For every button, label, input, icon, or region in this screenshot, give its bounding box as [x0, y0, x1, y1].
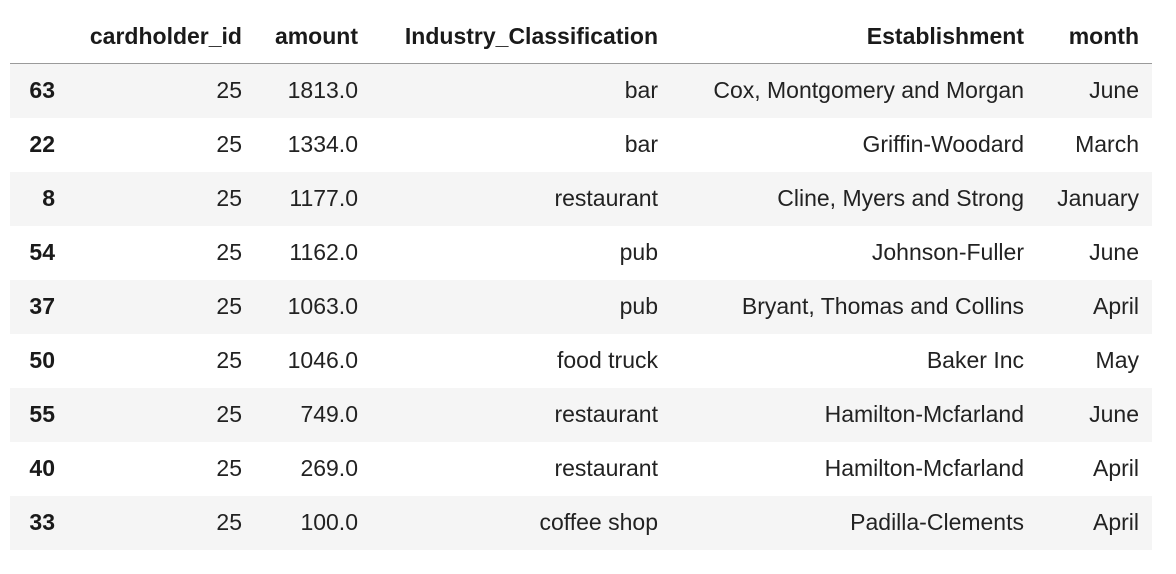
cell-cardholder-id: 25	[216, 77, 242, 104]
cell-month: June	[1089, 401, 1139, 427]
cell-month: June	[1089, 239, 1139, 265]
cell-industry: coffee shop	[539, 509, 658, 535]
cell-establishment: Baker Inc	[926, 347, 1024, 373]
header-row: cardholder_id amount Industry_Classifica…	[10, 9, 1152, 64]
cell-establishment: Cline, Myers and Strong	[777, 185, 1024, 211]
cell-establishment: Griffin-Woodard	[862, 131, 1025, 157]
column-header-month: month	[1037, 9, 1152, 64]
cell-industry: pub	[619, 239, 658, 265]
table-row: 8 25 1177.0 restaurant Cline, Myers and …	[10, 171, 1152, 226]
row-index: 37	[29, 293, 55, 319]
cell-cardholder-id: 25	[216, 293, 242, 319]
row-index: 63	[29, 77, 55, 104]
table-row: 63 25 1813.0 bar Cox, Montgomery and Mor…	[10, 63, 1152, 118]
row-index: 22	[29, 131, 55, 157]
table-row: 54 25 1162.0 pub Johnson-Fuller June	[10, 225, 1152, 280]
table-row: 50 25 1046.0 food truck Baker Inc May	[10, 333, 1152, 388]
cell-amount: 749.0	[300, 401, 358, 427]
cell-establishment: Hamilton-Mcfarland	[824, 455, 1024, 481]
cell-amount: 1813.0	[287, 77, 358, 104]
cell-establishment: Johnson-Fuller	[871, 239, 1024, 265]
dataframe-container: cardholder_id amount Industry_Classifica…	[10, 9, 1152, 550]
cell-month: June	[1089, 77, 1139, 104]
cell-month: March	[1075, 131, 1139, 157]
table-row: 22 25 1334.0 bar Griffin-Woodard March	[10, 117, 1152, 172]
table-row: 33 25 100.0 coffee shop Padilla-Clements…	[10, 495, 1152, 550]
cell-cardholder-id: 25	[216, 401, 242, 427]
cell-establishment: Padilla-Clements	[850, 509, 1024, 535]
cell-cardholder-id: 25	[216, 239, 242, 265]
cell-amount: 1162.0	[289, 239, 358, 265]
cell-month: April	[1092, 455, 1139, 481]
cell-amount: 1334.0	[287, 131, 358, 157]
dataframe-table: cardholder_id amount Industry_Classifica…	[10, 9, 1152, 550]
column-header-amount: amount	[255, 9, 371, 64]
cell-month: May	[1095, 347, 1139, 373]
cell-industry: pub	[619, 293, 658, 319]
cell-amount: 269.0	[300, 455, 358, 481]
cell-industry: restaurant	[554, 401, 658, 427]
cell-month: January	[1057, 185, 1139, 211]
column-header-industry-classification: Industry_Classification	[371, 9, 671, 64]
cell-establishment: Hamilton-Mcfarland	[824, 401, 1024, 427]
cell-amount: 100.0	[300, 509, 358, 535]
table-row: 55 25 749.0 restaurant Hamilton-Mcfarlan…	[10, 387, 1152, 442]
cell-industry: bar	[624, 131, 658, 157]
cell-industry: restaurant	[554, 455, 658, 481]
row-index: 50	[29, 347, 55, 373]
column-header-establishment: Establishment	[671, 9, 1037, 64]
row-index: 54	[29, 239, 55, 265]
row-index: 40	[29, 455, 55, 481]
cell-cardholder-id: 25	[216, 455, 242, 481]
cell-establishment: Cox, Montgomery and Morgan	[713, 77, 1024, 104]
table-row: 40 25 269.0 restaurant Hamilton-Mcfarlan…	[10, 441, 1152, 496]
index-header	[10, 9, 68, 64]
cell-industry: restaurant	[554, 185, 658, 211]
cell-industry: food truck	[557, 347, 658, 373]
table-row: 37 25 1063.0 pub Bryant, Thomas and Coll…	[10, 279, 1152, 334]
cell-amount: 1177.0	[289, 185, 358, 211]
cell-cardholder-id: 25	[216, 131, 242, 157]
cell-cardholder-id: 25	[216, 347, 242, 373]
cell-cardholder-id: 25	[216, 509, 242, 535]
cell-month: April	[1092, 509, 1139, 535]
cell-amount: 1063.0	[287, 293, 358, 319]
column-header-cardholder-id: cardholder_id	[68, 9, 255, 64]
row-index: 33	[29, 509, 55, 535]
row-index: 8	[42, 185, 55, 211]
cell-establishment: Bryant, Thomas and Collins	[741, 293, 1024, 319]
cell-month: April	[1092, 293, 1139, 319]
cell-cardholder-id: 25	[216, 185, 242, 211]
cell-amount: 1046.0	[287, 347, 358, 373]
cell-industry: bar	[624, 77, 658, 104]
row-index: 55	[29, 401, 55, 427]
